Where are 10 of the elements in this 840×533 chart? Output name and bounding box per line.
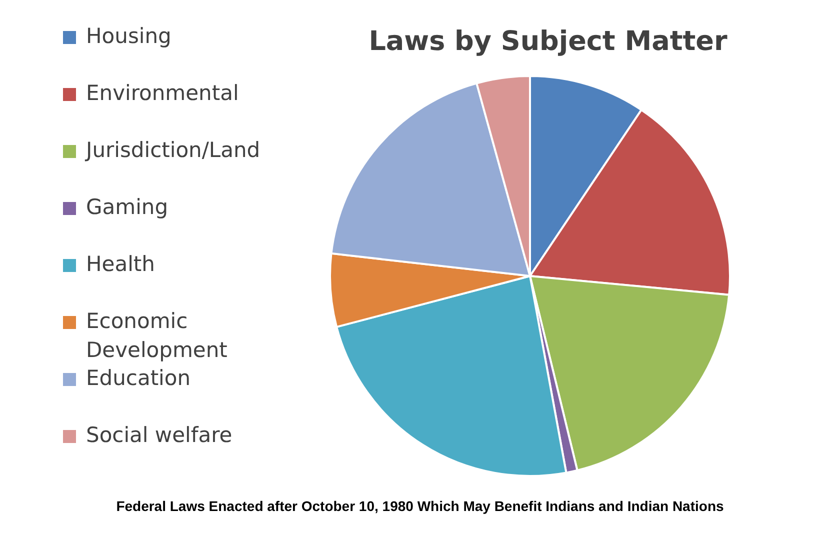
legend-label: Education <box>86 365 192 392</box>
legend-label: Health <box>86 251 156 278</box>
legend-label: Environmental <box>86 80 240 107</box>
legend-label: Gaming <box>86 194 170 221</box>
legend-label: Jurisdiction/Land <box>86 137 262 164</box>
text: Federal Laws Enacted after October 10, 1980 Which May Benefit Indians and Indian Nations <box>115 498 725 514</box>
legend-label: Economic Development <box>86 308 228 364</box>
legend-label: Social welfare <box>86 422 234 449</box>
chart-title: Laws by Subject Matter <box>368 26 728 57</box>
legend-label: Housing <box>86 23 172 50</box>
